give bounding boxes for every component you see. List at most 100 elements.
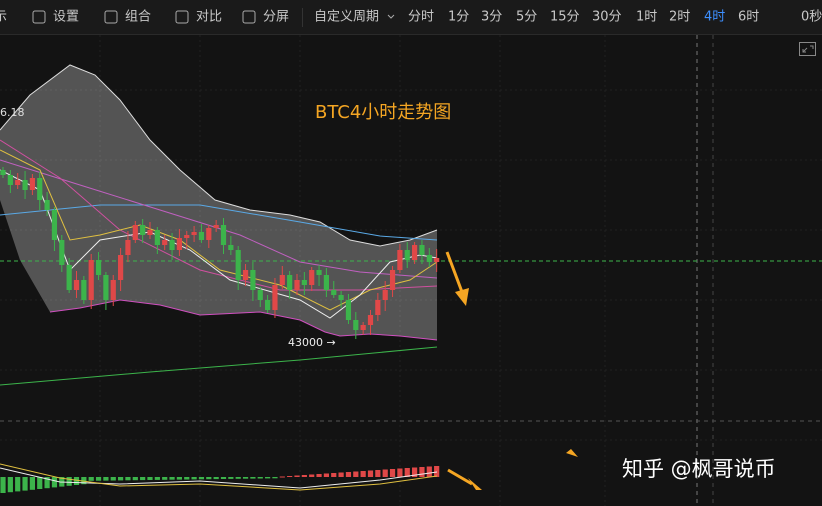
period-button[interactable]: 5分 <box>516 10 537 25</box>
candle-body <box>66 265 72 290</box>
macd-bar <box>81 477 87 485</box>
candle-body <box>257 290 263 300</box>
period-button[interactable]: 15分 <box>550 10 580 25</box>
macd-bar <box>375 470 381 477</box>
candle-body <box>95 260 102 275</box>
period-button[interactable]: 30分 <box>592 10 622 25</box>
period-button[interactable]: 2时 <box>669 10 690 25</box>
candle-body <box>169 240 175 250</box>
macd-bar <box>382 469 388 477</box>
toolbar <box>0 0 822 34</box>
macd-bar <box>15 477 21 492</box>
candle-body <box>7 175 13 185</box>
macd-bar <box>360 471 366 477</box>
macd-bar <box>0 477 6 493</box>
candle-body <box>110 280 116 300</box>
candle-body <box>15 180 21 185</box>
tool-icon <box>175 10 189 24</box>
chevron <box>387 14 395 19</box>
chart-title: BTC4小时走势图 <box>315 102 451 123</box>
candle-body <box>287 275 293 290</box>
macd-bar <box>272 477 278 479</box>
macd-bar <box>73 477 80 485</box>
macd-bar <box>184 477 190 480</box>
signal-line <box>0 463 438 491</box>
candle-body <box>228 245 234 250</box>
candle-body <box>389 270 396 290</box>
tool-button[interactable]: 对比 <box>196 10 222 25</box>
candle-body <box>426 255 432 262</box>
period-button[interactable]: 1时 <box>636 10 657 25</box>
low-price-label: 43000 → <box>288 336 336 349</box>
candle-body <box>338 295 344 300</box>
tool-button[interactable]: 设置 <box>53 10 79 25</box>
candle-body <box>154 230 160 245</box>
macd-bar <box>353 471 359 477</box>
macd-bar <box>434 466 440 477</box>
tool-button[interactable]: 分屏 <box>263 10 289 25</box>
candle-body <box>250 270 256 290</box>
macd-bar <box>140 477 146 481</box>
macd-bar <box>22 477 28 491</box>
period-button[interactable]: 分时 <box>408 10 434 25</box>
candle-body <box>81 280 87 300</box>
candle-body <box>272 285 278 310</box>
watermark: 知乎 @枫哥说币 <box>622 457 776 481</box>
macd-bar <box>309 474 315 477</box>
period-button[interactable]: 6时 <box>738 10 759 25</box>
candle-body <box>404 250 410 260</box>
macd-bar <box>191 477 197 480</box>
macd-bar <box>95 477 102 481</box>
macd-bar <box>279 476 285 478</box>
tool-icon <box>104 10 118 24</box>
candle-body <box>29 178 35 190</box>
candle-body <box>162 240 168 245</box>
candle-body <box>294 280 300 290</box>
icon-frame <box>799 42 816 56</box>
arrow <box>445 251 464 293</box>
candle-body <box>235 250 241 280</box>
macd-bar <box>301 475 307 477</box>
macd-bar <box>367 470 374 477</box>
period-button[interactable]: 3分 <box>481 10 502 25</box>
moving-average <box>0 139 438 291</box>
toolbar-cut-label: 0秒 <box>801 10 822 25</box>
tool-button[interactable]: 组合 <box>125 10 151 25</box>
macd-line <box>0 467 438 489</box>
tool-icon <box>242 10 256 24</box>
arrow-head <box>468 478 482 490</box>
macd-bar <box>29 477 35 490</box>
arrow <box>447 468 473 486</box>
macd-bar <box>88 477 94 481</box>
period-button[interactable]: 4时 <box>704 10 725 25</box>
macd-bar <box>147 477 153 480</box>
custom-period[interactable]: 自定义周期 <box>314 10 379 25</box>
macd-bar <box>66 477 72 486</box>
macd-bar <box>169 477 175 480</box>
candle-body <box>360 325 366 330</box>
candle-body <box>184 235 190 238</box>
candle-body <box>191 232 197 235</box>
macd-bar <box>419 467 425 477</box>
candle-body <box>331 290 337 295</box>
macd-bar <box>412 467 418 477</box>
candle-body <box>88 260 94 300</box>
toolbar-cut-label: 示 <box>0 10 7 25</box>
macd-bar <box>235 477 241 479</box>
macd-bar <box>103 477 109 481</box>
candle-body <box>316 270 322 275</box>
macd-bar <box>220 477 227 479</box>
candle-body <box>397 250 403 270</box>
period-button[interactable]: 1分 <box>448 10 469 25</box>
expand-icon[interactable] <box>799 42 816 56</box>
plot-area <box>0 64 822 493</box>
macd-bar <box>228 477 234 479</box>
macd-bar <box>44 477 50 489</box>
macd-bar <box>37 477 43 489</box>
icon-arrows <box>802 45 814 53</box>
candle-body <box>301 280 307 285</box>
macd-bar <box>125 477 131 481</box>
candle-body <box>22 180 28 190</box>
macd-bar <box>426 466 432 477</box>
